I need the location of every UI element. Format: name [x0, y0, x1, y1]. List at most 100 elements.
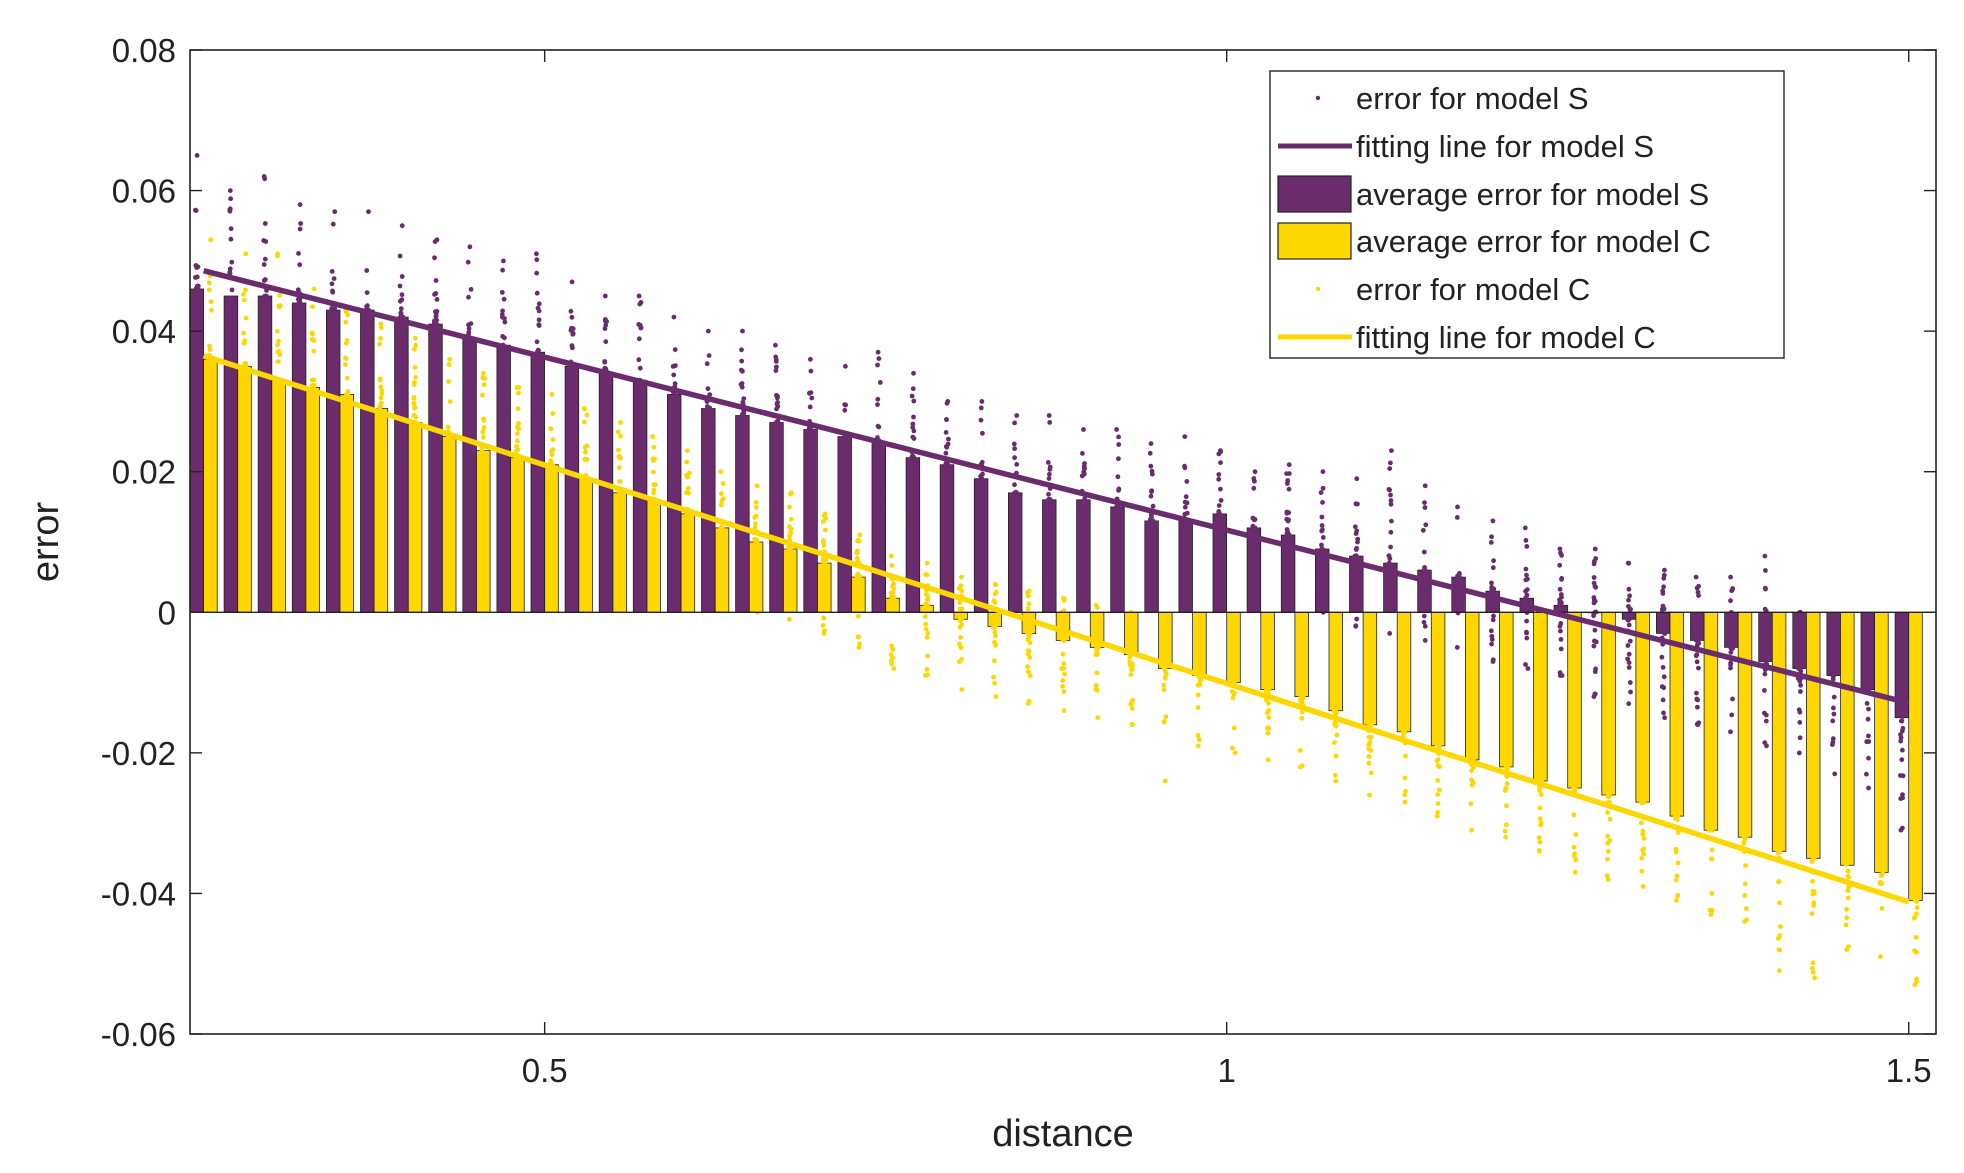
dot-error-model-c — [1468, 801, 1474, 807]
dot-error-model-c — [516, 510, 522, 515]
dot-error-model-c — [1846, 944, 1851, 949]
dot-error-model-s — [194, 294, 200, 300]
dot-error-model-c — [1502, 730, 1508, 736]
dot-error-model-c — [1537, 761, 1543, 767]
dot-error-model-c — [788, 516, 794, 522]
dot-error-model-c — [923, 621, 929, 627]
dot-error-model-c — [1366, 754, 1372, 759]
dot-error-model-s — [228, 313, 234, 319]
dot-error-model-c — [1913, 935, 1919, 940]
dot-error-model-s — [1012, 446, 1017, 451]
dot-error-model-c — [719, 491, 724, 497]
dot-error-model-c — [718, 469, 724, 475]
dot-error-model-s — [1762, 643, 1768, 649]
dot-error-model-s — [433, 313, 439, 319]
dot-error-model-s — [1866, 656, 1872, 662]
dot-error-model-c — [275, 359, 281, 364]
dot-error-model-s — [1046, 560, 1051, 566]
dot-error-model-s — [1865, 716, 1871, 722]
dot-error-model-s — [1389, 518, 1394, 524]
dot-error-model-c — [684, 546, 690, 552]
dot-error-model-s — [1523, 566, 1529, 572]
dot-error-model-s — [979, 459, 985, 465]
dot-error-model-c — [1743, 863, 1748, 868]
dot-error-model-s — [773, 342, 778, 348]
dot-error-model-c — [1503, 747, 1509, 753]
dot-error-model-c — [1639, 868, 1645, 874]
dot-error-model-s — [1489, 637, 1495, 642]
dot-error-model-c — [1641, 851, 1647, 857]
dot-error-model-c — [311, 416, 317, 422]
dot-error-model-s — [500, 308, 505, 314]
dot-error-model-c — [753, 499, 759, 505]
dot-error-model-s — [775, 418, 781, 424]
legend-box — [1269, 70, 1785, 359]
dot-error-model-s — [673, 433, 678, 438]
dot-error-model-c — [684, 459, 690, 465]
dot-error-model-s — [1830, 621, 1836, 626]
dot-error-model-s — [296, 328, 302, 334]
dot-error-model-s — [397, 253, 403, 259]
dot-error-model-c — [991, 674, 996, 680]
dot-error-model-s — [261, 341, 267, 347]
dot-error-model-c — [343, 356, 349, 361]
dot-error-model-c — [1708, 803, 1713, 808]
dot-error-model-s — [569, 367, 575, 373]
dot-error-model-s — [1831, 641, 1837, 646]
dot-error-model-s — [535, 363, 540, 369]
dot-error-model-s — [1865, 680, 1871, 686]
dot-error-model-s — [672, 347, 678, 352]
dot-error-model-s — [1354, 572, 1360, 578]
dot-error-model-c — [581, 523, 587, 528]
dot-error-model-s — [977, 498, 983, 504]
dot-error-model-c — [1743, 906, 1749, 911]
dot-error-model-s — [1490, 602, 1496, 608]
dot-error-model-c — [788, 526, 794, 532]
dot-error-model-s — [329, 324, 335, 330]
dot-error-model-c — [957, 606, 963, 612]
dot-error-model-c — [1368, 748, 1374, 753]
dot-error-model-s — [909, 471, 915, 476]
dot-error-model-s — [1216, 472, 1222, 477]
dot-error-model-s — [1183, 562, 1189, 567]
dot-error-model-s — [399, 292, 405, 298]
dot-error-model-c — [241, 398, 246, 404]
dot-error-model-s — [1149, 581, 1155, 587]
dot-error-model-s — [228, 196, 234, 202]
bar-model-s — [735, 415, 750, 613]
dot-error-model-s — [1182, 499, 1188, 505]
dot-error-model-c — [925, 672, 930, 678]
dot-error-model-c — [718, 502, 724, 508]
dot-error-model-c — [549, 515, 554, 521]
dot-error-model-s — [398, 310, 404, 316]
dot-error-model-s — [1524, 635, 1530, 641]
y-tick-label: -0.04 — [101, 875, 176, 912]
dot-error-model-c — [550, 479, 556, 485]
dot-error-model-c — [1571, 812, 1577, 818]
dot-error-model-s — [1729, 617, 1735, 622]
dot-error-model-c — [310, 428, 315, 434]
dot-error-model-s — [774, 447, 779, 453]
legend-label-avg-model-s: average error for model S — [1356, 177, 1709, 212]
dot-error-model-s — [1524, 592, 1530, 598]
dot-error-model-s — [1422, 623, 1428, 629]
dot-error-model-c — [1605, 810, 1610, 815]
y-tick-label: 0 — [158, 594, 176, 631]
dot-error-model-s — [637, 301, 643, 307]
dot-error-model-s — [1011, 441, 1017, 447]
dot-error-model-c — [207, 366, 213, 372]
dot-error-model-c — [412, 335, 418, 341]
dot-error-model-s — [1661, 674, 1667, 680]
dot-error-model-s — [1696, 640, 1702, 646]
dot-error-model-c — [343, 362, 348, 367]
dot-error-model-s — [1422, 500, 1427, 505]
dot-error-model-c — [1025, 606, 1031, 612]
dot-error-model-s — [194, 265, 200, 270]
dot-error-model-c — [1061, 708, 1067, 714]
dot-error-model-c — [1777, 841, 1783, 847]
dot-error-model-s — [1081, 427, 1086, 432]
dot-error-model-s — [1866, 733, 1871, 739]
dot-error-model-c — [891, 666, 897, 671]
dot-error-model-s — [1286, 486, 1292, 492]
dot-error-model-c — [1778, 830, 1783, 836]
